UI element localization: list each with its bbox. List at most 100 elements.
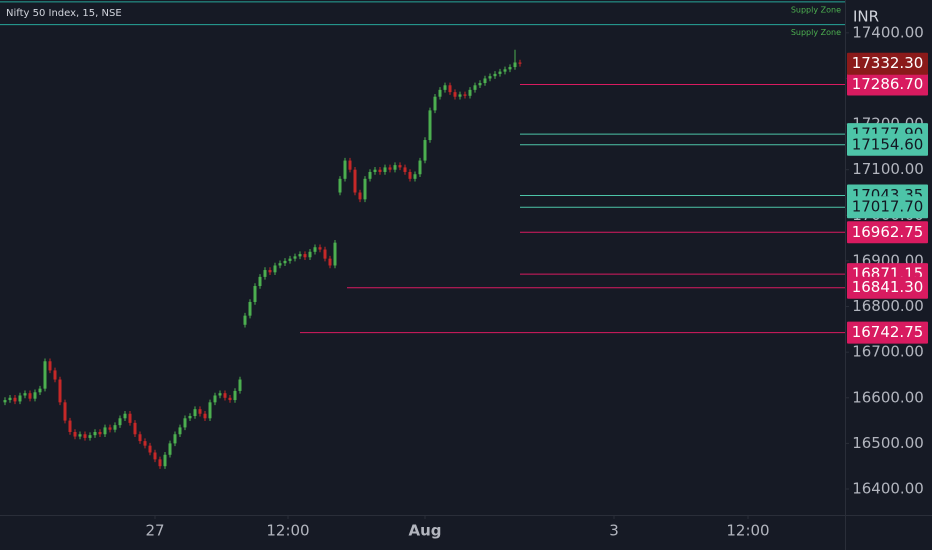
y-tick-label: 16400.00	[852, 479, 924, 497]
candle-body	[113, 425, 117, 430]
x-tick-label: Aug	[408, 522, 441, 540]
candle-body	[473, 85, 477, 90]
candle-body	[408, 171, 412, 179]
candle-body	[398, 165, 402, 168]
candle-body	[518, 62, 522, 64]
level-label: 16742.75	[852, 323, 924, 341]
candle-body	[78, 434, 82, 437]
level-box	[847, 276, 928, 299]
candle-body	[203, 413, 207, 419]
candle-body	[223, 393, 227, 398]
y-tick-label: 17400.00	[852, 23, 924, 41]
candle-body	[373, 169, 377, 172]
candle-body	[218, 393, 222, 396]
candle-body	[123, 413, 127, 419]
level-box	[847, 73, 928, 96]
candle-body	[108, 427, 112, 430]
candle-body	[208, 402, 212, 419]
y-tick-label: 16700.00	[852, 343, 924, 361]
candle-body	[478, 83, 482, 86]
candle-body	[88, 435, 92, 438]
candle-body	[468, 89, 472, 96]
candle-body	[393, 165, 397, 170]
currency-label: INR	[853, 8, 879, 26]
level-box	[847, 321, 928, 344]
x-tick-label: 12:00	[266, 522, 309, 540]
level-box	[847, 133, 928, 156]
candle-body	[378, 169, 382, 172]
candle-body	[238, 379, 242, 391]
candle-body	[138, 434, 142, 442]
candle-body	[228, 397, 232, 401]
candle-body	[303, 254, 307, 258]
y-tick-label: 16500.00	[852, 434, 924, 452]
candle-body	[298, 254, 302, 257]
candle-body	[448, 85, 452, 93]
candle-body	[403, 167, 407, 172]
candle-body	[503, 69, 507, 72]
candle-body	[328, 258, 332, 266]
candle-body	[413, 174, 417, 179]
candle-body	[293, 256, 297, 259]
candle-body	[133, 422, 137, 435]
candle-body	[483, 78, 487, 84]
level-label: 16962.75	[852, 223, 924, 241]
candle-body	[348, 160, 352, 170]
candle-body	[493, 73, 497, 77]
candle-body	[508, 67, 512, 70]
candle-body	[43, 361, 47, 389]
candle-body	[428, 110, 432, 141]
supply-zone-label: Supply Zone	[791, 28, 841, 37]
candle-body	[258, 276, 262, 287]
candle-body	[198, 409, 202, 414]
candle-body	[103, 427, 107, 435]
y-tick-label: 16600.00	[852, 388, 924, 406]
candle-body	[273, 265, 277, 273]
candle-body	[8, 397, 12, 401]
candle-body	[268, 270, 272, 273]
candle-body	[153, 452, 157, 460]
candle-body	[28, 393, 32, 399]
candle-body	[128, 413, 132, 423]
candle-body	[283, 260, 287, 264]
candle-body	[233, 390, 237, 401]
candle-body	[383, 167, 387, 172]
chart-title: Nifty 50 Index, 15, NSE	[6, 8, 122, 19]
candle-body	[18, 395, 22, 402]
candle-body	[58, 379, 62, 403]
candle-body	[443, 85, 447, 90]
level-box	[847, 196, 928, 219]
candle-body	[458, 94, 462, 97]
candle-body	[418, 160, 422, 175]
candle-body	[368, 171, 372, 179]
y-tick-label: 17100.00	[852, 160, 924, 178]
candle-body	[263, 270, 267, 277]
level-label: 17286.70	[852, 75, 924, 93]
candle-body	[168, 443, 172, 455]
candle-body	[313, 247, 317, 252]
candle-body	[118, 418, 122, 426]
candle-body	[183, 418, 187, 428]
level-box	[847, 221, 928, 244]
candle-body	[98, 431, 102, 435]
x-tick-label: 27	[145, 522, 164, 540]
candle-body	[83, 434, 87, 438]
candle-body	[3, 400, 7, 403]
x-tick-label: 12:00	[726, 522, 769, 540]
candle-body	[363, 178, 367, 200]
level-label: 16841.30	[852, 278, 924, 296]
candle-body	[253, 286, 257, 302]
candle-body	[498, 71, 502, 74]
candle-body	[163, 454, 167, 467]
candle-body	[93, 431, 97, 436]
candle-body	[323, 249, 327, 259]
candle-body	[23, 393, 27, 396]
level-label: 17017.70	[852, 198, 924, 216]
candle-body	[513, 62, 517, 68]
candle-body	[388, 167, 392, 170]
candle-body	[33, 392, 37, 399]
candle-body	[148, 445, 152, 453]
candle-body	[358, 192, 362, 200]
